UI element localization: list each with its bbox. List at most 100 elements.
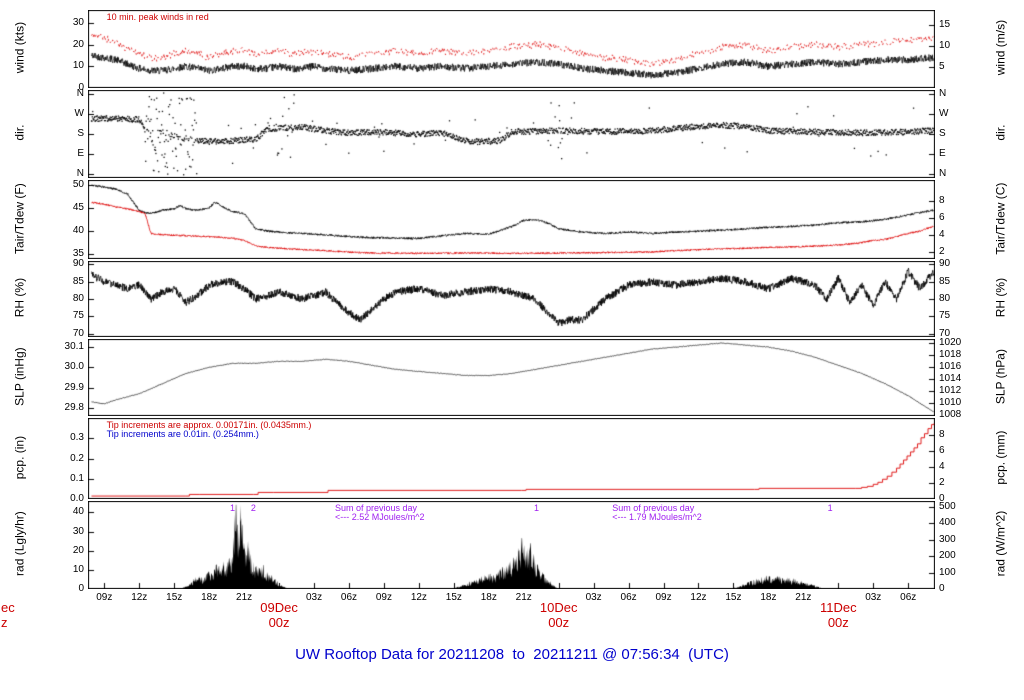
- y-tick-right-wind: 10: [939, 39, 951, 51]
- x-tick-label: 09z: [655, 592, 672, 603]
- panel-slp: [88, 339, 935, 416]
- y-tick-left-wind: 0: [78, 82, 84, 93]
- x-tick-label: 21z: [515, 592, 532, 603]
- panel-wind: [88, 10, 935, 88]
- panel-dir: [88, 90, 935, 178]
- y-tick-left-rad: 0: [78, 583, 84, 594]
- x-tick-label: 06z: [900, 592, 917, 603]
- y-tick-right-dir: N: [939, 167, 947, 179]
- y-tick-left-temp: 50: [72, 178, 84, 190]
- y-tick-right-temp: 8: [939, 195, 945, 207]
- x-date-sublabel-clipped: z: [1, 615, 8, 630]
- panel-rad: [88, 501, 935, 589]
- y-tick-left-rad: 20: [72, 544, 84, 556]
- y-tick-left-dir: S: [77, 128, 84, 139]
- y-tick-left-dir: N: [76, 167, 84, 179]
- y-tick-right-slp: 1018: [939, 348, 962, 360]
- x-date-label: 09Dec: [260, 600, 298, 615]
- y-tick-left-dir: E: [77, 147, 84, 159]
- x-date-sublabel: 00z: [268, 615, 290, 630]
- annotation-rad-3: 1: [827, 503, 833, 513]
- y-tick-left-wind: 20: [72, 38, 84, 50]
- y-tick-right-rh: 70: [939, 327, 951, 339]
- y-tick-left-rh: 70: [72, 327, 84, 339]
- axis-title-left-rad: rad (Lgly/hr): [12, 511, 27, 576]
- y-tick-right-rad: 0: [939, 583, 945, 594]
- annotation-rad-5: <--- 2.52 MJoules/m^2: [334, 512, 425, 522]
- y-tick-right-rh: 80: [939, 293, 951, 304]
- x-tick-label: 12z: [131, 592, 148, 603]
- y-tick-right-pcp: 6: [939, 445, 945, 457]
- y-tick-right-slp: 1008: [939, 408, 962, 420]
- y-tick-right-slp: 1016: [939, 360, 962, 372]
- y-tick-left-pcp: 0.0: [70, 493, 84, 504]
- y-tick-left-rad: 10: [72, 563, 84, 575]
- panel-rh: [88, 261, 935, 337]
- x-tick-label: 18z: [760, 592, 777, 603]
- annotation-rad-4: Sum of previous day: [334, 503, 418, 513]
- x-tick-label: 03z: [865, 592, 882, 603]
- y-tick-left-slp: 30.1: [64, 341, 84, 353]
- y-tick-left-pcp: 0.2: [70, 452, 84, 464]
- x-tick-label: 15z: [166, 592, 183, 603]
- y-tick-right-wind: 15: [939, 18, 951, 30]
- y-tick-left-rad: 30: [72, 525, 84, 537]
- y-tick-right-rad: 100: [939, 566, 956, 578]
- y-tick-right-pcp: 4: [939, 461, 945, 473]
- y-tick-right-slp: 1010: [939, 396, 962, 408]
- y-tick-left-rh: 75: [72, 310, 84, 322]
- y-tick-left-dir: W: [74, 108, 84, 120]
- y-tick-left-slp: 29.9: [64, 381, 84, 393]
- x-tick-label: 03z: [305, 592, 323, 603]
- y-tick-right-pcp: 2: [939, 477, 945, 489]
- x-tick-label: 09z: [96, 592, 113, 603]
- y-tick-left-slp: 30.0: [64, 361, 84, 373]
- y-tick-right-rh: 85: [939, 275, 951, 287]
- x-date-label: 11Dec: [819, 600, 857, 615]
- x-tick-label: 18z: [480, 592, 497, 603]
- y-tick-left-wind: 30: [72, 17, 84, 28]
- y-tick-right-dir: N: [939, 88, 947, 100]
- y-tick-right-rad: 200: [939, 550, 956, 562]
- x-tick-label: 21z: [795, 592, 812, 603]
- y-tick-right-temp: 2: [939, 245, 945, 257]
- y-tick-left-temp: 40: [72, 225, 84, 237]
- y-tick-right-pcp: 0: [939, 493, 945, 504]
- annotation-pcp-0: Tip increments are approx. 0.00171in. (0…: [106, 420, 312, 430]
- chart-title: UW Rooftop Data for 20211208 to 20211211…: [295, 646, 729, 663]
- x-tick-label: 09z: [375, 592, 392, 603]
- y-tick-right-dir: S: [939, 128, 946, 139]
- annotation-rad-7: <--- 1.79 MJoules/m^2: [612, 512, 702, 522]
- x-tick-label: 06z: [620, 592, 637, 603]
- y-tick-right-rad: 400: [939, 517, 956, 529]
- y-tick-right-wind: 5: [939, 60, 945, 72]
- y-tick-left-pcp: 0.3: [70, 432, 84, 444]
- y-tick-right-rh: 90: [939, 258, 951, 270]
- annotation-wind-0: 10 min. peak winds in red: [106, 12, 209, 22]
- y-tick-left-rh: 90: [72, 258, 84, 270]
- y-tick-left-temp: 45: [72, 201, 84, 213]
- x-tick-label: 21z: [236, 592, 253, 603]
- x-tick-label: 15z: [445, 592, 462, 603]
- y-tick-right-temp: 4: [939, 228, 945, 240]
- annotation-rad-1: 2: [250, 503, 256, 513]
- y-tick-right-rh: 75: [939, 310, 951, 322]
- x-date-label-clipped: ec: [1, 600, 15, 615]
- annotation-rad-0: 1: [229, 503, 235, 513]
- y-tick-right-dir: W: [939, 108, 949, 120]
- y-tick-right-temp: 6: [939, 212, 945, 224]
- x-tick-label: 18z: [201, 592, 218, 603]
- y-tick-right-pcp: 8: [939, 429, 945, 441]
- annotation-rad-6: Sum of previous day: [612, 503, 695, 513]
- y-tick-right-rad: 500: [939, 500, 956, 512]
- axis-title-right-rad: rad (W/m^2): [993, 510, 1008, 577]
- x-date-sublabel: 00z: [548, 615, 570, 630]
- x-tick-label: 12z: [690, 592, 707, 603]
- x-tick-label: 12z: [410, 592, 427, 603]
- y-tick-left-wind: 10: [72, 60, 84, 72]
- x-tick-label: 03z: [585, 592, 602, 603]
- x-tick-label: 06z: [340, 592, 358, 603]
- y-tick-right-rad: 300: [939, 533, 956, 545]
